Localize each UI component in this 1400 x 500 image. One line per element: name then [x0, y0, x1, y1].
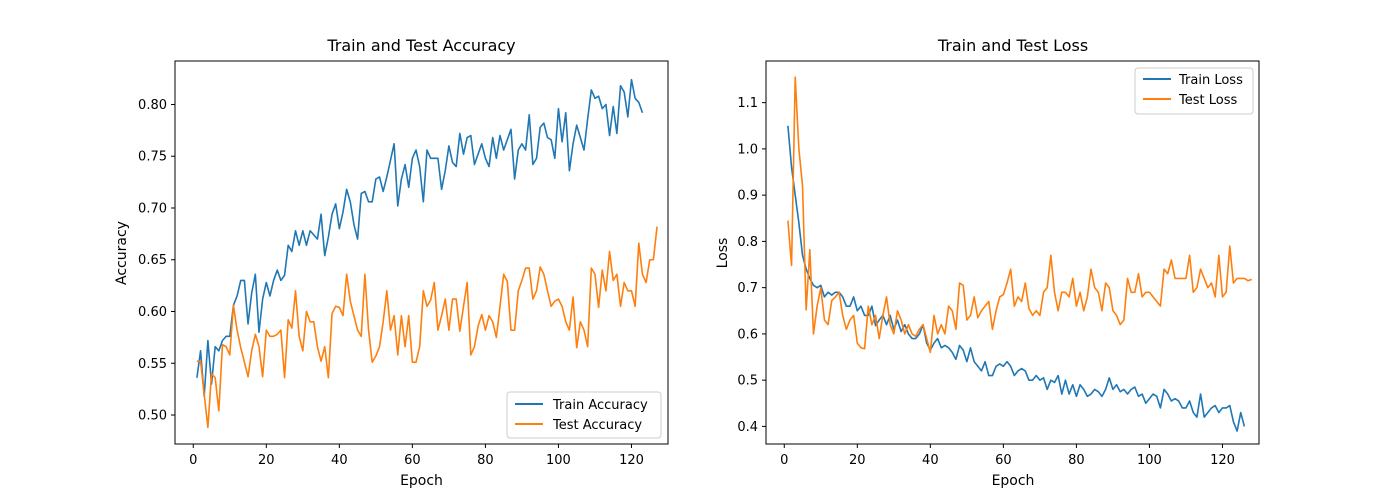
accuracy-y-tick-label: 0.50: [138, 409, 167, 424]
loss-legend-label-test: Test Loss: [1178, 93, 1237, 108]
loss-y-tick-label: 0.6: [737, 327, 758, 342]
accuracy-x-tick-label: 20: [258, 453, 275, 468]
accuracy-panel: Train and Test Accuracy Epoch Accuracy 0…: [114, 36, 669, 489]
loss-y-tick-label: 1.0: [737, 142, 758, 157]
accuracy-y-tick-label: 0.55: [138, 357, 167, 372]
loss-y-tick-label: 0.9: [737, 189, 758, 204]
accuracy-y-tick-label: 0.80: [138, 98, 167, 113]
accuracy-legend-label-train: Train Accuracy: [552, 398, 648, 413]
loss-y-tick-label: 0.5: [737, 374, 758, 389]
loss-x-tick-label: 40: [922, 453, 939, 468]
accuracy-x-tick-label: 80: [477, 453, 494, 468]
loss-panel: Train and Test Loss Epoch Loss 0 20 40 60 80…: [715, 36, 1260, 489]
loss-plot-area: [787, 76, 1252, 432]
accuracy-y-tick-label: 0.60: [138, 305, 167, 320]
accuracy-axes-frame: [174, 60, 669, 445]
accuracy-legend-label-test: Test Accuracy: [552, 418, 642, 433]
accuracy-legend: Train Accuracy Test Accuracy: [506, 391, 662, 439]
loss-axes-frame: [765, 60, 1260, 445]
accuracy-legend-box: [506, 391, 662, 439]
accuracy-x-tick-label: 100: [546, 453, 571, 468]
loss-train-line: [787, 125, 1246, 432]
accuracy-x-tick-label: 40: [331, 453, 348, 468]
loss-x-tick-label: 120: [1210, 453, 1235, 468]
accuracy-plot-area: [196, 78, 658, 429]
loss-y-tick-label: 0.8: [737, 235, 758, 250]
loss-y-axis-label: Loss: [715, 238, 731, 269]
loss-test-line: [787, 76, 1252, 354]
accuracy-x-tick-label: 0: [189, 453, 197, 468]
accuracy-x-tick-label: 120: [619, 453, 644, 468]
loss-x-tick-label: 20: [849, 453, 866, 468]
loss-x-tick-label: 100: [1137, 453, 1162, 468]
accuracy-y-axis-label: Accuracy: [114, 221, 130, 285]
accuracy-y-tick-label: 0.70: [138, 201, 167, 216]
accuracy-ticks: 0 20 40 60 80 100 120 0.50 0.55 0.60 0.65 0.70 0.75 0…: [138, 98, 644, 468]
loss-x-axis-label: Epoch: [992, 473, 1035, 489]
loss-ticks: 0 20 40 60 80 100 120 0.4 0.5 0.6 0.7 0.8 0.9 1.0 1.1: [737, 96, 1235, 468]
accuracy-test-line: [196, 226, 658, 429]
accuracy-chart-title: Train and Test Accuracy: [326, 36, 515, 55]
loss-legend: Train Loss Test Loss: [1134, 67, 1254, 115]
accuracy-train-line: [196, 78, 644, 398]
loss-y-tick-label: 1.1: [737, 96, 758, 111]
loss-y-tick-label: 0.7: [737, 281, 758, 296]
loss-x-tick-label: 80: [1068, 453, 1085, 468]
loss-x-tick-label: 0: [780, 453, 788, 468]
accuracy-y-tick-label: 0.75: [138, 150, 167, 165]
accuracy-y-tick-label: 0.65: [138, 253, 167, 268]
loss-legend-label-train: Train Loss: [1178, 73, 1243, 88]
accuracy-x-tick-label: 60: [404, 453, 421, 468]
accuracy-x-axis-label: Epoch: [400, 473, 443, 489]
loss-y-tick-label: 0.4: [737, 420, 758, 435]
loss-x-tick-label: 60: [995, 453, 1012, 468]
loss-chart-title: Train and Test Loss: [937, 36, 1088, 55]
